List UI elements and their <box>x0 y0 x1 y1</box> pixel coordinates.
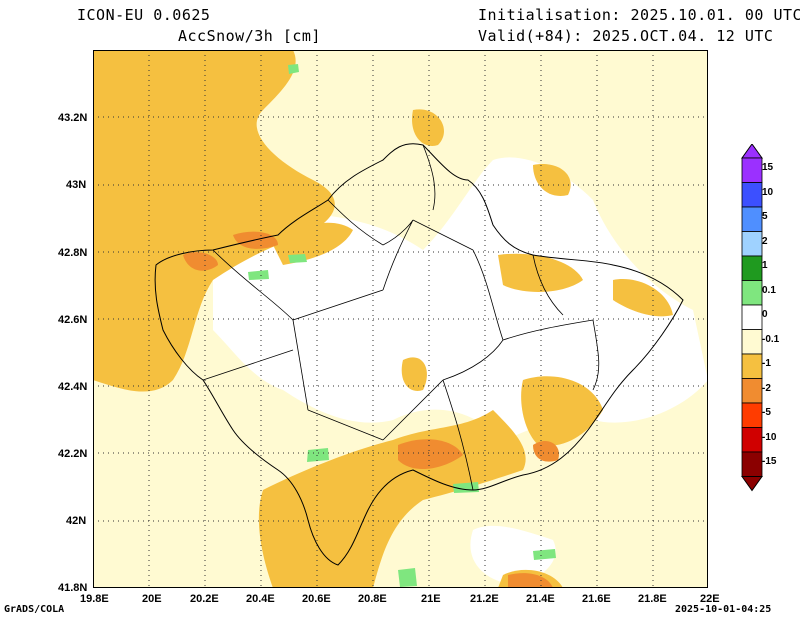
colorbar-box <box>741 280 763 306</box>
valid-time: Valid(+84): 2025.OCT.04. 12 UTC <box>478 27 774 45</box>
colorbar-box <box>741 329 763 355</box>
colorbar-tick-label: 1 <box>762 260 768 272</box>
map-plot <box>93 50 708 588</box>
colorbar-box <box>741 451 763 477</box>
admin-boundaries <box>202 144 600 491</box>
lon-label: 20E <box>142 593 162 605</box>
colorbar-tick-label: 0 <box>762 309 768 321</box>
colorbar-box <box>741 157 763 183</box>
lat-label: 42N <box>66 515 87 527</box>
colorbar-box <box>741 402 763 428</box>
variable-title: AccSnow/3h [cm] <box>178 27 321 45</box>
snow-field-minus1 <box>533 164 571 196</box>
colorbar-arrow-top <box>741 144 763 159</box>
lon-label: 20.8E <box>358 593 387 605</box>
lon-label: 20.6E <box>302 593 331 605</box>
colorbar-tick-label: 15 <box>762 162 774 174</box>
lat-label: 41.8N <box>58 582 88 594</box>
snow-field-plus01 <box>288 64 299 74</box>
lat-label: 42.6N <box>58 314 88 326</box>
snow-field-minus2 <box>183 252 218 271</box>
lon-label: 21.8E <box>638 593 667 605</box>
snow-field-minus2 <box>533 440 559 462</box>
colorbar-box <box>741 206 763 232</box>
lon-label: 21.2E <box>470 593 499 605</box>
colorbar-box <box>741 255 763 281</box>
colorbar-box <box>741 378 763 404</box>
colorbar-tick-label: -2 <box>762 382 771 394</box>
plot-frame <box>93 50 708 588</box>
colorbar <box>741 144 763 492</box>
colorbar-box <box>741 427 763 453</box>
snow-field-minus1 <box>93 50 335 392</box>
lon-label: 19.8E <box>80 593 109 605</box>
lat-label: 42.8N <box>58 247 88 259</box>
colorbar-tick-label: -1 <box>762 358 771 370</box>
snow-field-minus1 <box>412 109 444 146</box>
snow-field-minus1 <box>521 376 603 446</box>
model-title: ICON-EU 0.0625 <box>77 6 211 24</box>
colorbar-tick-label: 2 <box>762 235 768 247</box>
colorbar-tick-label: -0.1 <box>762 333 780 345</box>
snow-field-plus01 <box>307 448 329 462</box>
lon-label: 21E <box>421 593 441 605</box>
footer-credit: GrADS/COLA <box>4 604 65 615</box>
colorbar-tick-label: 0.1 <box>762 284 776 296</box>
colorbar-arrow-bottom <box>741 476 763 492</box>
snow-field-minus1 <box>273 222 353 265</box>
snow-field-minus2 <box>508 573 553 588</box>
snow-field-plus01 <box>288 254 307 263</box>
colorbar-box <box>741 182 763 208</box>
init-time: Initialisation: 2025.10.01. 00 UTC <box>478 6 800 24</box>
snow-field-minus1 <box>498 253 583 292</box>
colorbar-tick-label: -15 <box>762 456 777 468</box>
snow-field-minus1 <box>613 279 673 317</box>
snow-field-plus01 <box>248 270 269 280</box>
snow-field-plus01 <box>533 549 556 560</box>
footer-timestamp: 2025-10-01-04:25 <box>675 604 772 615</box>
colorbar-box <box>741 304 763 330</box>
colorbar-tick-label: -10 <box>762 431 777 443</box>
country-border <box>154 143 684 566</box>
colorbar-tick-label: 5 <box>762 211 768 223</box>
colorbar-tick-label: 10 <box>762 186 774 198</box>
lat-label: 42.4N <box>58 381 88 393</box>
lon-label: 21.4E <box>526 593 555 605</box>
snow-field-none <box>470 525 556 585</box>
lon-label: 20.4E <box>246 593 275 605</box>
lat-label: 43N <box>66 179 87 191</box>
lon-label: 21.6E <box>582 593 611 605</box>
lon-label: 22E <box>700 593 720 605</box>
colorbar-box <box>741 231 763 257</box>
snow-field-minus2 <box>398 439 463 470</box>
colorbar-tick-label: -5 <box>762 407 771 419</box>
lat-label: 42.2N <box>58 448 88 460</box>
lon-label: 20.2E <box>190 593 219 605</box>
snow-field-minus1 <box>401 357 427 391</box>
lat-label: 43.2N <box>58 112 88 124</box>
colorbar-box <box>741 353 763 379</box>
snow-field-plus01 <box>398 568 417 587</box>
